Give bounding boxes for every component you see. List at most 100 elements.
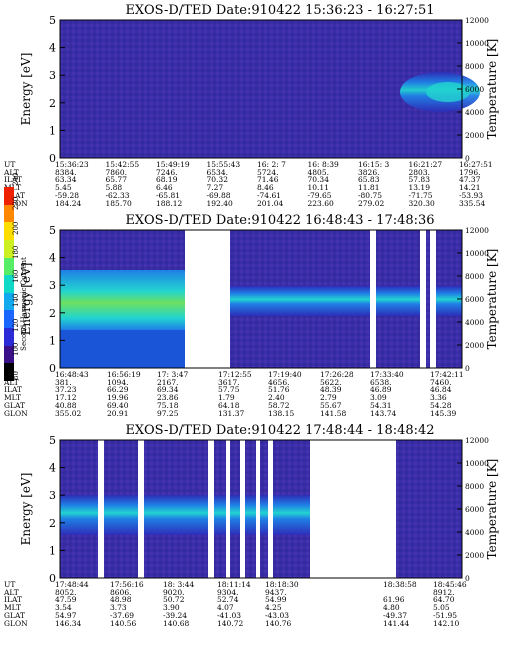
y-tick-label: 4 [49, 42, 56, 55]
ephemeris-column: 16: 2: 7 5724. 71.46 8.46 -74.61 201.04 [257, 160, 286, 208]
colorbar-tick-label: 140 [12, 293, 20, 308]
y2-tick-label: 0 [465, 574, 470, 583]
panel-3-gap-3 [208, 440, 214, 578]
y2-tick-label: 4000 [465, 318, 484, 327]
y-tick-label: 1 [49, 124, 56, 137]
ephemeris-column: 18:11:14 9304. 52.74 4.07 -41.03 140.72 [217, 580, 251, 628]
y2-axis-label: Temperature [K] [485, 39, 499, 140]
panel-3-gap-5 [240, 440, 245, 578]
colorbar-segment [4, 363, 14, 382]
y-tick-label: 0 [49, 572, 56, 585]
panel-3-gap-1 [98, 440, 104, 578]
panel-2-gap-2 [370, 230, 376, 368]
panel-2-gap-3 [420, 230, 426, 368]
ephemeris-column: 17:19:40 4656. 51.76 2.40 58.72 138.15 [268, 370, 302, 418]
y2-tick-label: 2000 [465, 341, 484, 350]
ephemeris-column: 17:33:40 6538. 46.89 3.09 54.31 143.74 [370, 370, 404, 418]
y2-tick-label: 12000 [465, 16, 489, 25]
panel-3-gap-7 [268, 440, 273, 578]
ephemeris-column: 18: 3:44 9020. 50.72 3.90 -39.24 140.68 [163, 580, 195, 628]
y-tick-label: 2 [49, 517, 56, 530]
ephemeris-column: 18:18:30 9437. 54.99 4.25 -43.03 140.76 [265, 580, 299, 628]
ephemeris-column: 16: 8:39 4805. 70.34 10.11 -79.65 223.60 [307, 160, 339, 208]
ephemeris-column: 15:36:23 8384. 63.34 5.45 -59.28 184.24 [55, 160, 89, 208]
colorbar-segment [4, 292, 14, 311]
panel-2-plot [59, 229, 463, 369]
panel-2-blue-lower [60, 330, 185, 368]
panel-3-gap-2 [138, 440, 144, 578]
y2-tick-label: 0 [465, 154, 470, 163]
panel-2-band-c [436, 286, 462, 316]
y-axis-label: Energy [eV] [19, 263, 33, 336]
panel-2-title: EXOS-D/TED Date:910422 16:48:43 - 17:48:… [125, 213, 435, 228]
y2-tick-label: 6000 [465, 295, 484, 304]
y2-axis-label: Temperature [K] [485, 459, 499, 560]
panel-2-green-region [60, 270, 185, 330]
ephemeris-column: 16:21:27 2803. 57.83 13.19 -71.75 320.30 [408, 160, 443, 208]
panel-2-gap-1 [185, 230, 230, 368]
colorbar-segment [4, 222, 14, 241]
ephemeris-column: 17:26:28 5622. 48.39 2.79 55.67 141.58 [320, 370, 354, 418]
ephemeris-column: 18:38:58 61.96 4.80 -49.37 141.44 [383, 580, 417, 628]
y-axis-label: Energy [eV] [19, 53, 33, 126]
panel-3-plot [59, 439, 463, 579]
ephemeris-column: 16:27:51 1796. 47.37 14.21 -53.93 335.54 [459, 160, 493, 208]
ephemeris-column: 16:48:43 381. 37.23 17.12 40.88 355.02 [55, 370, 89, 418]
ephemeris-column: 17:12:55 3617. 57.75 1.79 64.18 131.37 [218, 370, 252, 418]
y-tick-label: 4 [49, 252, 56, 265]
ephemeris-column: 18:45:46 8912. 64.70 5.05 -51.95 142.10 [433, 580, 467, 628]
y2-tick-label: 12000 [465, 436, 489, 445]
colorbar-tick-label: 120 [12, 318, 20, 332]
y-tick-label: 3 [49, 279, 56, 292]
colorbar-segment [4, 328, 14, 347]
y-tick-label: 5 [49, 224, 56, 237]
colorbar-segment [4, 239, 14, 259]
y2-tick-label: 2000 [465, 551, 484, 560]
panel-3-gap-4 [226, 440, 230, 578]
colorbar-tick-label: 160 [12, 269, 20, 283]
y2-tick-label: 4000 [465, 528, 484, 537]
ephemeris-column: 15:42:55 7860. 65.77 5.88 -62.33 185.70 [105, 160, 140, 208]
ephemeris-labels: UT ALT ILAT MLT GLAT GLON [4, 580, 28, 628]
colorbar-segment [4, 310, 14, 329]
panel-2-band [230, 286, 370, 316]
ephemeris-column: 16:56:19 1094. 66.29 19.96 69.40 20.91 [107, 370, 141, 418]
colorbar-tick-label: 180 [12, 245, 20, 259]
y-tick-label: 3 [49, 489, 56, 502]
y-tick-label: 5 [49, 434, 56, 447]
y-tick-label: 1 [49, 334, 56, 347]
y2-tick-label: 12000 [465, 226, 489, 235]
panel-2-gap-4 [430, 230, 436, 368]
y2-tick-label: 2000 [465, 131, 484, 140]
colorbar [4, 187, 14, 382]
panel-1-title: EXOS-D/TED Date:910422 15:36:23 - 16:27:… [125, 3, 435, 18]
panel-1-background [60, 20, 462, 158]
y2-tick-label: 8000 [465, 272, 484, 281]
y-tick-label: 2 [49, 307, 56, 320]
y-tick-label: 0 [49, 362, 56, 375]
y-tick-label: 0 [49, 152, 56, 165]
ephemeris-column: 17:56:16 8606. 48.98 3.73 -37.69 140.56 [110, 580, 144, 628]
colorbar-segment [4, 187, 14, 206]
y2-tick-label: 0 [465, 364, 470, 373]
colorbar-segment [4, 345, 14, 364]
colorbar-tick-label: 220 [12, 196, 20, 211]
colorbar-segment [4, 257, 14, 276]
colorbar-segment [4, 204, 14, 223]
ephemeris-column: 17:48:44 8052. 47.59 3.54 54.97 146.34 [55, 580, 89, 628]
y2-tick-label: 8000 [465, 62, 484, 71]
ephemeris-column: 17: 3:47 2167. 69.34 23.86 75.18 97.25 [157, 370, 189, 418]
y-tick-label: 5 [49, 14, 56, 27]
colorbar-tick-label: 100 [12, 342, 20, 356]
colorbar-segment [4, 275, 14, 294]
y2-axis-label: Temperature [K] [485, 249, 499, 350]
colorbar-title: Second Harmonic Current [20, 257, 28, 351]
panel-3-gap-big [310, 440, 396, 578]
y2-tick-label: 10000 [465, 39, 489, 48]
y-tick-label: 4 [49, 462, 56, 475]
y2-tick-label: 4000 [465, 108, 484, 117]
ephemeris-column: 17:42:11 7460. 46.84 3.36 54.28 145.39 [430, 370, 464, 418]
y2-tick-label: 10000 [465, 459, 489, 468]
colorbar-tick-label: 240 [12, 172, 20, 186]
